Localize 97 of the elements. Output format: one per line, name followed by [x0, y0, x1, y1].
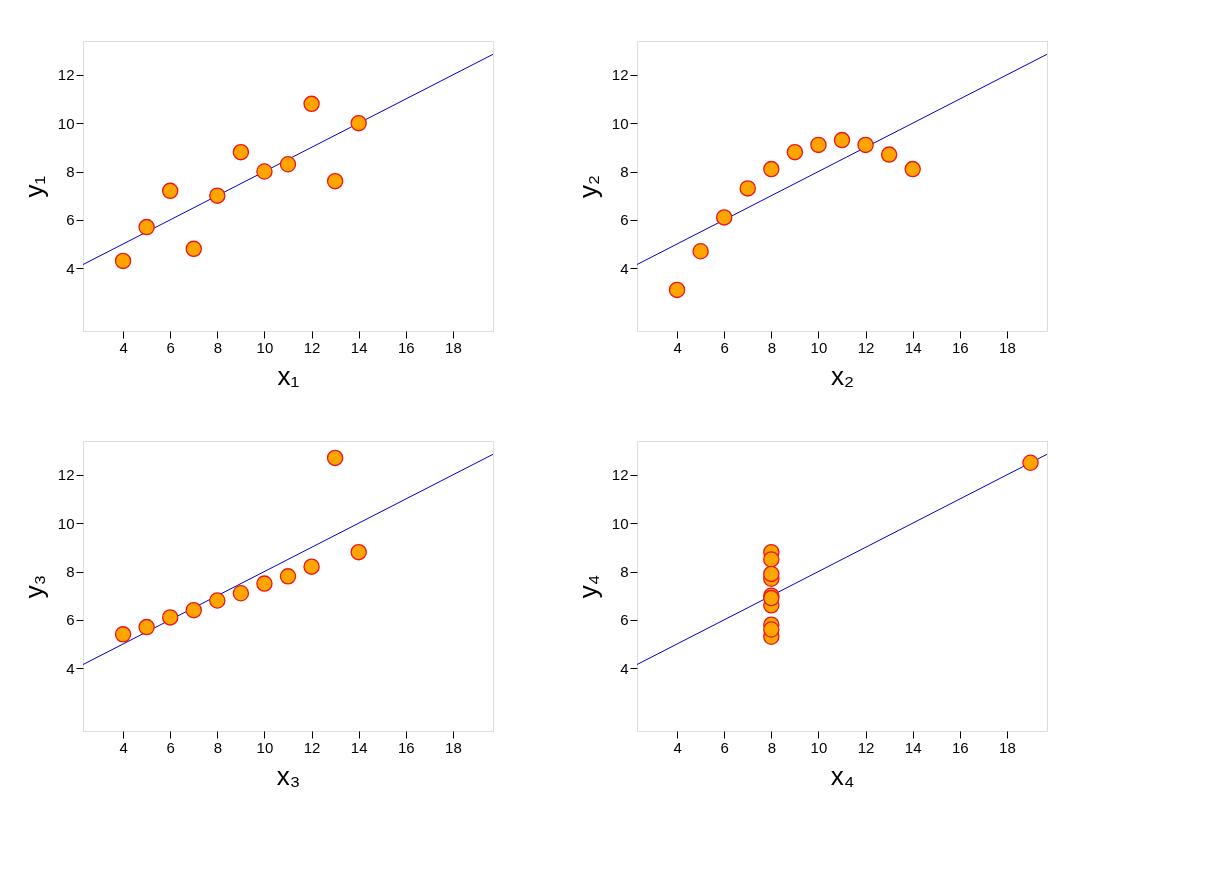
point [326, 449, 344, 467]
point [786, 143, 804, 161]
x-tick-label: 16 [951, 338, 969, 356]
point [1022, 454, 1039, 471]
x-tick-label: 8 [213, 738, 222, 756]
x-tick-label: 10 [256, 738, 274, 756]
point [668, 281, 686, 299]
point [810, 136, 827, 154]
point [279, 568, 297, 585]
y-tick-label: 10 [611, 514, 629, 532]
y-tick-label: 6 [620, 211, 629, 229]
point [209, 592, 226, 609]
x-tick-label: 12 [303, 338, 321, 356]
x-tick-label: 14 [350, 338, 368, 356]
point [303, 95, 320, 113]
y-tick-label: 4 [66, 659, 75, 677]
point [350, 114, 367, 132]
y-tick-label: 6 [66, 611, 75, 629]
x-tick-label: 16 [951, 738, 969, 756]
point [232, 585, 250, 602]
y-tick-label: 8 [66, 163, 75, 180]
y-tick-label: 12 [611, 66, 629, 84]
point [857, 136, 874, 154]
x-tick-label: 6 [166, 338, 175, 356]
x-tick-label: 4 [673, 338, 682, 356]
point [739, 180, 756, 197]
y-tick-label: 4 [620, 259, 629, 277]
y-tick-label: 8 [620, 163, 629, 180]
point [880, 146, 898, 163]
x-tick-label: 12 [303, 738, 321, 756]
point [763, 621, 780, 638]
y-tick-label: 10 [57, 114, 75, 132]
x-tick-label: 4 [119, 338, 128, 356]
point [279, 156, 297, 173]
x-axis-title: x₂ [830, 360, 855, 391]
x-tick-label: 18 [999, 738, 1016, 756]
point [904, 160, 921, 178]
x-tick-label: 14 [904, 738, 922, 756]
x-tick-label: 10 [810, 738, 828, 756]
x-tick-label: 6 [720, 738, 729, 756]
y-axis-title: y₁ [18, 175, 49, 198]
point [114, 626, 132, 643]
y-tick-label: 4 [66, 259, 75, 277]
x-tick-label: 8 [767, 738, 776, 756]
point [161, 182, 179, 200]
x-tick-label: 8 [767, 338, 776, 356]
point [138, 618, 155, 636]
x-axis-title: x₁ [277, 360, 300, 391]
point [114, 252, 132, 270]
point [138, 218, 155, 236]
point [715, 209, 733, 226]
y-tick-label: 10 [57, 514, 75, 532]
y-tick-label: 8 [620, 563, 629, 580]
x-tick-label: 10 [810, 338, 828, 356]
x-tick-label: 4 [119, 738, 128, 756]
point [161, 609, 179, 626]
x-tick-label: 6 [166, 738, 175, 756]
x-tick-label: 10 [256, 338, 274, 356]
x-tick-label: 18 [999, 338, 1016, 356]
x-tick-label: 14 [904, 338, 922, 356]
y-tick-label: 8 [66, 563, 75, 580]
y-tick-label: 4 [620, 659, 629, 677]
point [209, 187, 226, 204]
y-axis-title: y₃ [18, 574, 49, 599]
x-axis-title: x₃ [276, 760, 301, 791]
y-tick-label: 12 [611, 466, 629, 484]
x-tick-label: 16 [397, 738, 415, 756]
x-tick-label: 18 [445, 338, 462, 356]
point [232, 143, 250, 161]
point [833, 131, 851, 149]
point [185, 240, 202, 258]
y-tick-label: 12 [57, 466, 75, 484]
x-tick-label: 8 [213, 338, 222, 356]
x-tick-label: 14 [350, 738, 368, 756]
point [303, 558, 320, 575]
x-tick-label: 18 [445, 738, 462, 756]
x-tick-label: 16 [397, 338, 415, 356]
point [692, 243, 709, 260]
point [326, 172, 344, 190]
point [256, 575, 273, 592]
y-tick-label: 6 [620, 611, 629, 629]
y-axis-title: y₄ [572, 574, 603, 599]
y-tick-label: 6 [66, 211, 75, 229]
x-tick-label: 6 [720, 338, 729, 356]
point [256, 163, 273, 180]
x-tick-label: 12 [857, 338, 875, 356]
x-tick-label: 4 [673, 738, 682, 756]
x-axis-title: x₄ [830, 760, 855, 791]
y-axis-title: y₂ [572, 174, 603, 199]
point [763, 565, 780, 583]
y-tick-label: 10 [611, 114, 629, 132]
point [350, 543, 367, 561]
y-tick-label: 12 [57, 66, 75, 84]
x-tick-label: 12 [857, 738, 875, 756]
point [763, 160, 780, 178]
point [185, 601, 202, 619]
point [763, 551, 780, 568]
